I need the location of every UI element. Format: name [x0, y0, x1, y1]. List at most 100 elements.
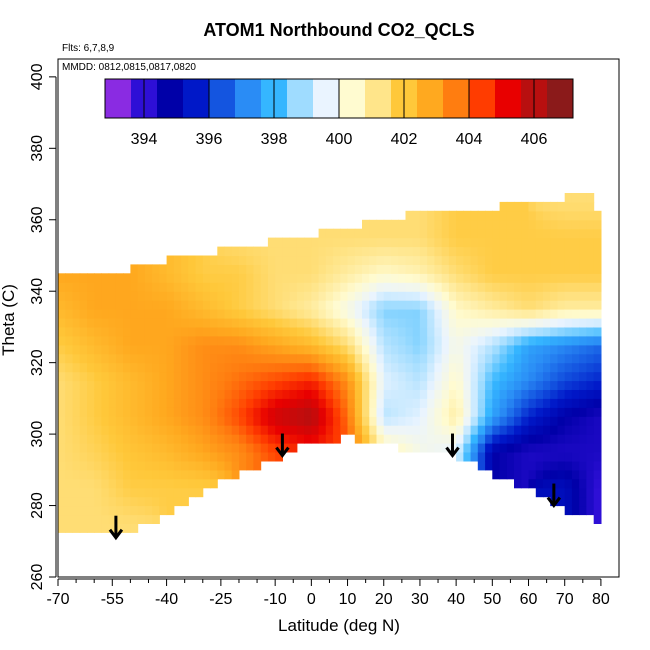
field-cell	[362, 228, 370, 239]
field-cell	[253, 371, 262, 382]
field-cell	[564, 469, 573, 480]
field-cell	[311, 407, 320, 417]
field-cell	[188, 318, 197, 328]
field-cell	[311, 335, 320, 346]
x-tick-label: -25	[209, 591, 232, 608]
field-cell	[87, 380, 95, 390]
field-cell	[58, 478, 66, 489]
field-cell	[514, 478, 522, 489]
field-cell	[159, 452, 168, 462]
field-cell	[296, 353, 305, 364]
field-cell	[246, 246, 254, 257]
field-cell	[173, 469, 182, 480]
field-cell	[369, 344, 378, 355]
field-cell	[354, 380, 363, 390]
field-cell	[152, 505, 160, 516]
field-cell	[492, 273, 501, 283]
field-cell	[115, 362, 124, 373]
field-cell	[535, 273, 544, 283]
field-cell	[528, 246, 537, 257]
field-cell	[72, 344, 81, 355]
field-cell	[267, 282, 276, 292]
field-cell	[499, 407, 508, 417]
field-cell	[108, 487, 117, 498]
field-cell	[173, 398, 182, 408]
field-cell	[593, 416, 602, 426]
field-cell	[101, 273, 110, 283]
field-cell	[514, 398, 522, 408]
field-cell	[514, 291, 522, 301]
field-cell	[448, 228, 457, 239]
field-cell	[564, 460, 573, 471]
field-cell	[571, 443, 580, 453]
field-cell	[434, 219, 443, 230]
field-cell	[369, 246, 378, 257]
field-cell	[65, 523, 73, 533]
field-cell	[434, 255, 443, 265]
field-cell	[79, 398, 88, 408]
field-cell	[441, 246, 450, 257]
field-cell	[181, 318, 189, 328]
field-cell	[586, 210, 595, 221]
field-cell	[304, 264, 312, 274]
field-cell	[282, 416, 291, 426]
field-cell	[506, 335, 515, 346]
field-cell	[318, 273, 327, 283]
field-cell	[405, 371, 414, 382]
field-cell	[94, 326, 102, 337]
field-cell	[188, 452, 197, 462]
field-cell	[94, 505, 102, 516]
field-cell	[456, 398, 464, 408]
field-cell	[485, 219, 493, 230]
field-cell	[87, 362, 95, 373]
field-cell	[579, 407, 587, 417]
field-cell	[79, 425, 88, 435]
field-cell	[231, 291, 240, 301]
field-cell	[152, 407, 160, 417]
field-cell	[318, 362, 327, 373]
field-cell	[485, 282, 493, 292]
field-cell	[579, 353, 587, 364]
field-cell	[304, 344, 312, 355]
field-cell	[87, 300, 95, 310]
field-cell	[282, 353, 291, 364]
field-cell	[579, 496, 587, 507]
field-cell	[564, 398, 573, 408]
field-cell	[202, 273, 211, 283]
field-cell	[528, 371, 537, 382]
field-cell	[470, 389, 479, 399]
field-cell	[65, 505, 73, 516]
field-cell	[347, 380, 356, 390]
field-cell	[123, 425, 131, 435]
field-cell	[260, 398, 269, 408]
field-cell	[210, 469, 218, 480]
field-cell	[159, 460, 168, 471]
field-cell	[296, 407, 305, 417]
field-cell	[173, 407, 182, 417]
field-cell	[535, 318, 544, 328]
field-cell	[485, 264, 493, 274]
field-cell	[152, 362, 160, 373]
field-cell	[181, 264, 189, 274]
field-cell	[340, 371, 349, 382]
field-cell	[296, 326, 305, 337]
field-cell	[485, 335, 493, 346]
field-cell	[506, 398, 515, 408]
field-cell	[463, 416, 472, 426]
field-cell	[535, 452, 544, 462]
field-cell	[419, 416, 428, 426]
field-cell	[347, 282, 356, 292]
field-cell	[253, 443, 262, 453]
field-cell	[253, 246, 262, 257]
field-cell	[72, 523, 81, 533]
field-cell	[123, 496, 131, 507]
field-cell	[94, 416, 102, 426]
field-cell	[550, 255, 558, 265]
field-cell	[123, 469, 131, 480]
field-cell	[543, 353, 551, 364]
field-cell	[296, 291, 305, 301]
field-cell	[296, 282, 305, 292]
field-cell	[123, 318, 131, 328]
field-cell	[477, 443, 486, 453]
field-cell	[123, 407, 131, 417]
